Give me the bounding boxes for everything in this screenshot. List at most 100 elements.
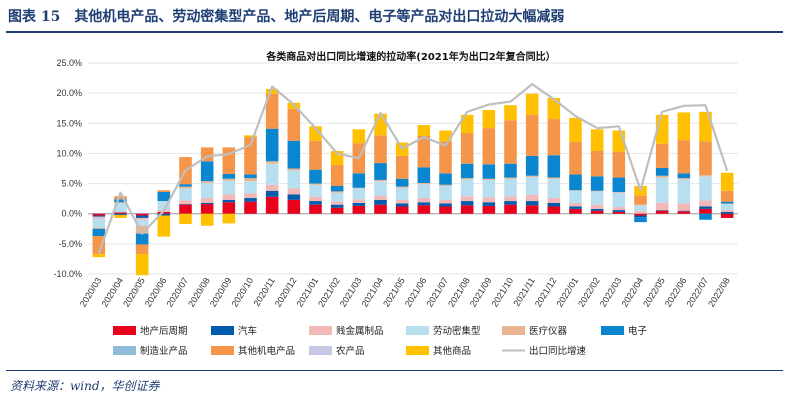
bar-segment bbox=[374, 181, 387, 196]
bar-segment bbox=[222, 173, 236, 179]
bar-segment bbox=[395, 186, 409, 188]
bar-segment bbox=[677, 203, 691, 211]
bar-segment bbox=[309, 204, 322, 214]
bar-segment bbox=[179, 188, 192, 201]
source-note: 资料来源：wind，华创证券 bbox=[10, 379, 160, 393]
legend-label: 医疗仪器 bbox=[529, 325, 568, 337]
bar-segment bbox=[482, 197, 496, 203]
bar-segment bbox=[135, 244, 149, 255]
bar-segment bbox=[309, 184, 322, 197]
bar-segment bbox=[309, 201, 322, 205]
bar-segment bbox=[222, 213, 236, 224]
bar-segment bbox=[569, 208, 582, 214]
bar-segment bbox=[634, 215, 647, 218]
stacked-bar-chart: 各类商品对出口同比增速的拉动率(2021年为出口2年复合同比） -10.0% -5… bbox=[53, 50, 738, 357]
bar-segment bbox=[569, 117, 582, 142]
bar-segment bbox=[92, 228, 106, 237]
bar-segment bbox=[135, 215, 149, 218]
bar-segment bbox=[135, 219, 149, 226]
bar-segment bbox=[634, 204, 647, 206]
bar-segment bbox=[92, 236, 106, 255]
bar-segment bbox=[417, 202, 431, 206]
bar-segment bbox=[720, 201, 734, 204]
bar-segment bbox=[114, 199, 127, 203]
bar-segment bbox=[157, 211, 171, 214]
bar-segment bbox=[157, 213, 171, 216]
x-tick-label: 2022/08 bbox=[706, 276, 732, 309]
bar-segment bbox=[265, 163, 279, 185]
bar-segment bbox=[222, 178, 236, 181]
bar-segment bbox=[655, 210, 669, 214]
bars bbox=[92, 88, 734, 276]
bar-segment bbox=[287, 168, 301, 171]
bar-segment bbox=[244, 193, 257, 199]
y-tick-label: 20.0% bbox=[56, 88, 82, 98]
bar-segment bbox=[439, 203, 452, 207]
legend-swatch bbox=[113, 346, 136, 355]
bar-segment bbox=[720, 172, 734, 191]
bar-segment bbox=[525, 205, 539, 214]
bar-segment bbox=[114, 202, 127, 203]
bar-segment bbox=[417, 205, 431, 214]
bar-segment bbox=[655, 202, 669, 211]
source-divider bbox=[6, 370, 783, 371]
bar-segment bbox=[352, 205, 366, 214]
bar-segment bbox=[504, 196, 517, 202]
bar-segment bbox=[179, 200, 192, 205]
bar-segment bbox=[330, 185, 344, 192]
bar-segment bbox=[504, 204, 517, 214]
bar-segment bbox=[590, 204, 604, 209]
bar-segment bbox=[287, 170, 301, 189]
bar-segment bbox=[699, 111, 712, 142]
bar-segment bbox=[114, 212, 127, 214]
bar-segment bbox=[135, 254, 149, 276]
bar-segment bbox=[482, 164, 496, 179]
bar-segment bbox=[200, 204, 214, 214]
bar-segment bbox=[352, 129, 366, 144]
bar-segment bbox=[92, 254, 106, 258]
bar-segment bbox=[634, 213, 647, 216]
bar-segment bbox=[135, 217, 149, 220]
bar-segment bbox=[200, 202, 214, 205]
bar-segment bbox=[265, 184, 279, 191]
bar-segment bbox=[135, 225, 149, 234]
bar-segment bbox=[417, 184, 431, 199]
bar-segment bbox=[699, 176, 712, 201]
bar-segment bbox=[677, 179, 691, 204]
legend-swatch bbox=[211, 346, 234, 355]
bar-segment bbox=[720, 204, 734, 211]
bar-segment bbox=[720, 213, 734, 218]
bar-segment bbox=[612, 192, 626, 208]
bar-segment bbox=[439, 184, 452, 186]
bar-segment bbox=[699, 206, 712, 209]
bar-segment bbox=[677, 211, 691, 214]
title-divider bbox=[6, 31, 783, 33]
bar-segment bbox=[590, 176, 604, 191]
bar-segment bbox=[244, 198, 257, 202]
legend-label: 出口同比增速 bbox=[529, 345, 587, 357]
bar-segment bbox=[244, 201, 257, 214]
bar-segment bbox=[222, 194, 236, 200]
bar-segment bbox=[179, 204, 192, 205]
bar-segment bbox=[525, 176, 539, 196]
bar-segment bbox=[677, 210, 691, 212]
bar-segment bbox=[547, 177, 561, 179]
bar-segment bbox=[92, 216, 106, 219]
bar-segment bbox=[634, 217, 647, 223]
bar-segment bbox=[504, 120, 517, 164]
bar-segment bbox=[330, 201, 344, 205]
bar-segment bbox=[395, 187, 409, 200]
bar-segment bbox=[525, 195, 539, 202]
bar-segment bbox=[460, 178, 474, 180]
legend-label: 农产品 bbox=[336, 345, 365, 357]
bar-segment bbox=[655, 143, 669, 168]
legend-label: 其他商品 bbox=[433, 345, 471, 357]
y-tick-label: 15.0% bbox=[56, 118, 82, 128]
bar-segment bbox=[265, 88, 279, 94]
bar-segment bbox=[655, 175, 669, 178]
bar-segment bbox=[677, 140, 691, 174]
bar-segment bbox=[590, 210, 604, 214]
bar-segment bbox=[525, 175, 539, 177]
bar-segment bbox=[417, 125, 431, 136]
